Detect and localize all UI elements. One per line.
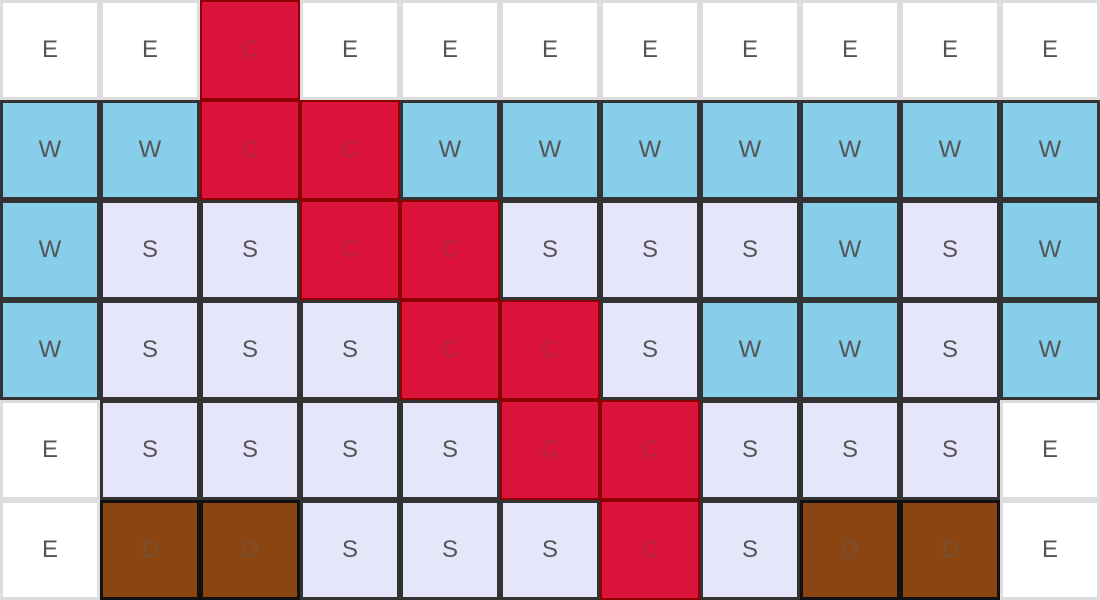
tile-cell[interactable]: S (900, 200, 1000, 300)
tile-cell[interactable]: S (500, 500, 600, 600)
tile-cell[interactable]: S (200, 400, 300, 500)
tile-cell[interactable]: S (700, 400, 800, 500)
tile-cell[interactable]: S (100, 400, 200, 500)
tile-cell[interactable]: S (100, 300, 200, 400)
tile-cell[interactable]: S (400, 500, 500, 600)
tile-cell[interactable]: W (100, 100, 200, 200)
tile-cell[interactable]: W (1000, 100, 1100, 200)
tile-cell[interactable]: W (500, 100, 600, 200)
tile-cell[interactable]: S (900, 400, 1000, 500)
tile-cell[interactable]: S (300, 300, 400, 400)
tile-cell[interactable]: W (900, 100, 1000, 200)
tile-cell[interactable]: W (800, 100, 900, 200)
tile-cell[interactable]: E (1000, 0, 1100, 100)
tile-cell[interactable]: W (800, 300, 900, 400)
tile-cell[interactable]: E (0, 500, 100, 600)
tile-cell[interactable]: C (500, 300, 600, 400)
tile-cell[interactable]: E (700, 0, 800, 100)
tile-cell[interactable]: S (200, 200, 300, 300)
tile-cell[interactable]: E (100, 0, 200, 100)
tile-cell[interactable]: W (400, 100, 500, 200)
tile-cell[interactable]: C (200, 0, 300, 100)
tile-cell[interactable]: S (700, 200, 800, 300)
tile-cell[interactable]: E (500, 0, 600, 100)
tile-cell[interactable]: W (800, 200, 900, 300)
tile-cell[interactable]: S (700, 500, 800, 600)
tile-cell[interactable]: S (200, 300, 300, 400)
tile-cell[interactable]: C (600, 500, 700, 600)
tile-cell[interactable]: E (600, 0, 700, 100)
tile-cell[interactable]: C (400, 200, 500, 300)
tile-cell[interactable]: C (300, 200, 400, 300)
tile-cell[interactable]: S (300, 500, 400, 600)
tile-cell[interactable]: D (800, 500, 900, 600)
tile-cell[interactable]: S (900, 300, 1000, 400)
tile-cell[interactable]: S (300, 400, 400, 500)
tile-cell[interactable]: W (700, 300, 800, 400)
tile-cell[interactable]: W (0, 200, 100, 300)
tile-cell[interactable]: W (700, 100, 800, 200)
tile-cell[interactable]: D (900, 500, 1000, 600)
tile-cell[interactable]: E (0, 0, 100, 100)
tile-cell[interactable]: W (0, 300, 100, 400)
tile-cell[interactable]: E (800, 0, 900, 100)
tile-cell[interactable]: S (600, 200, 700, 300)
tile-cell[interactable]: S (100, 200, 200, 300)
tile-cell[interactable]: E (300, 0, 400, 100)
tile-cell[interactable]: W (1000, 300, 1100, 400)
tile-cell[interactable]: C (300, 100, 400, 200)
tile-cell[interactable]: W (1000, 200, 1100, 300)
tile-cell[interactable]: E (900, 0, 1000, 100)
tile-cell[interactable]: C (400, 300, 500, 400)
tile-cell[interactable]: W (0, 100, 100, 200)
tile-cell[interactable]: S (600, 300, 700, 400)
tile-cell[interactable]: C (200, 100, 300, 200)
tile-cell[interactable]: E (1000, 400, 1100, 500)
tile-cell[interactable]: S (400, 400, 500, 500)
tile-cell[interactable]: C (500, 400, 600, 500)
tile-cell[interactable]: D (100, 500, 200, 600)
tile-cell[interactable]: D (200, 500, 300, 600)
tile-cell[interactable]: W (600, 100, 700, 200)
tile-cell[interactable]: C (600, 400, 700, 500)
tile-cell[interactable]: S (800, 400, 900, 500)
tile-cell[interactable]: S (500, 200, 600, 300)
tile-cell[interactable]: E (400, 0, 500, 100)
tile-cell[interactable]: E (0, 400, 100, 500)
tile-cell[interactable]: E (1000, 500, 1100, 600)
